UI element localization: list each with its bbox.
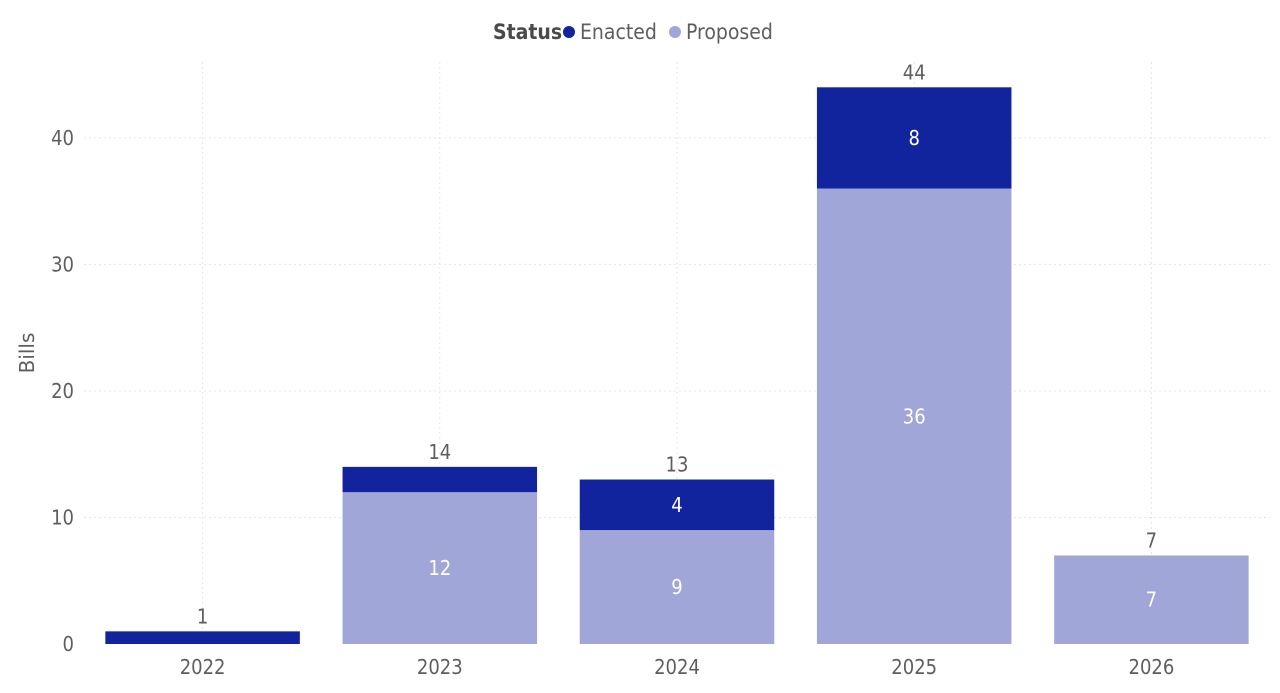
bar-segment-enacted-2025: [816, 87, 1012, 189]
y-tick-label: 30: [51, 252, 74, 276]
data-labels: 1 12 14 9 4 13 36 8 44 7 7: [197, 60, 1157, 628]
y-tick-label: 20: [51, 379, 74, 403]
y-axis-title: Bills: [15, 333, 39, 374]
x-tick-label-2024: 2024: [654, 655, 700, 679]
total-label-2025: 44: [903, 60, 926, 84]
legend: Status Enacted Proposed: [493, 20, 773, 44]
legend-label-enacted: Enacted: [580, 20, 657, 44]
legend-marker-enacted: [563, 26, 575, 38]
y-tick-label: 10: [51, 505, 74, 529]
bar-segment-enacted-2024: [579, 479, 775, 531]
bar-segment-proposed-2026: [1054, 555, 1249, 644]
legend-label-proposed: Proposed: [686, 20, 773, 44]
y-tick-label: 0: [63, 632, 74, 656]
x-tick-label-2025: 2025: [891, 655, 937, 679]
axes: 0 10 20 30 40 2022 2023 2024 2025 2026: [51, 126, 1174, 679]
segment-label-enacted-2024: 4: [671, 493, 682, 517]
legend-marker-proposed: [669, 26, 681, 38]
legend-title: Status: [493, 20, 562, 44]
bars: [105, 87, 1249, 645]
x-tick-label-2023: 2023: [417, 655, 463, 679]
segment-label-proposed-2026: 7: [1146, 588, 1157, 612]
bar-segment-enacted-2023: [342, 466, 538, 493]
bar-segment-proposed-2024: [579, 530, 775, 644]
bar-segment-proposed-2023: [342, 492, 538, 644]
total-label-2023: 14: [428, 440, 451, 464]
segment-label-proposed-2023: 12: [428, 556, 451, 580]
x-tick-label-2022: 2022: [180, 655, 226, 679]
bar-segment-enacted-2022: [105, 631, 300, 644]
bar-segment-proposed-2025: [816, 188, 1012, 645]
y-tick-label: 40: [51, 126, 74, 150]
segment-label-proposed-2024: 9: [671, 575, 682, 599]
total-label-2026: 7: [1146, 528, 1157, 552]
x-tick-label-2026: 2026: [1129, 655, 1175, 679]
segment-label-enacted-2025: 8: [908, 126, 919, 150]
segment-label-proposed-2025: 36: [903, 404, 926, 428]
total-label-2022: 1: [197, 604, 208, 628]
total-label-2024: 13: [666, 453, 689, 477]
